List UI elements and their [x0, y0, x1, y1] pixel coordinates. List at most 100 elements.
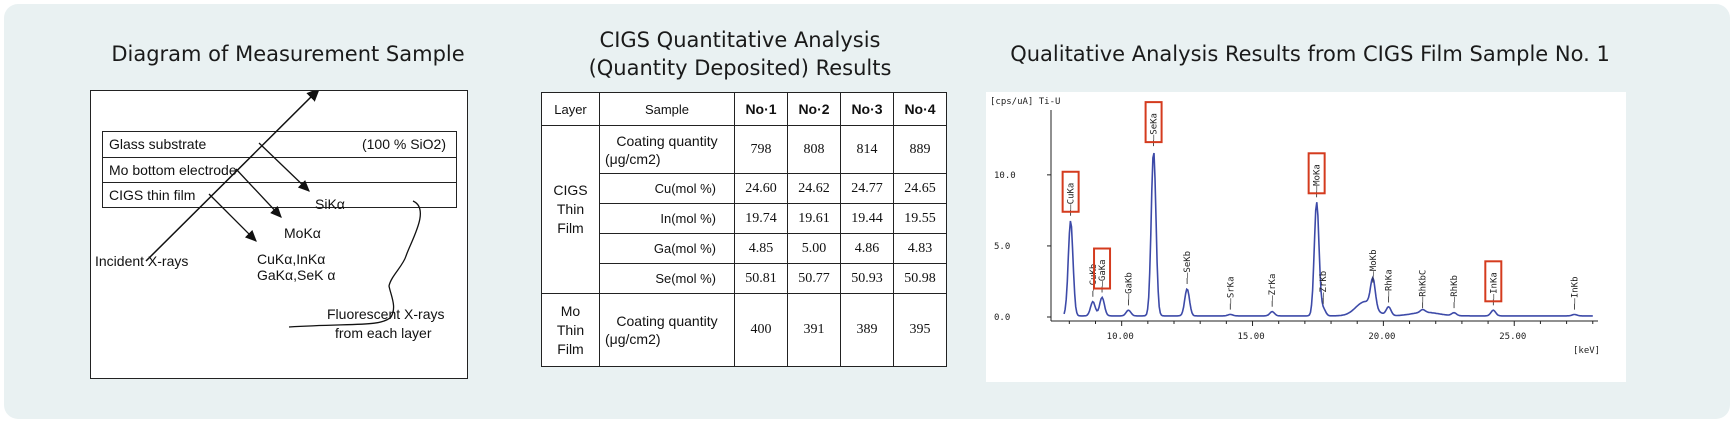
cell-value: 24.62: [787, 173, 841, 204]
header-layer: Layer: [541, 92, 600, 126]
sika-label: SiKα: [315, 196, 345, 212]
cell-value: 395: [893, 293, 947, 367]
peak-label: —MoKb: [1369, 249, 1379, 276]
row-label: In(mol %): [599, 203, 735, 234]
mo-layer-cell: Mo Thin Film: [541, 293, 600, 367]
cell-value: 400: [734, 293, 788, 367]
glass-substrate-note: (100 % SiO2): [361, 136, 446, 152]
x-tick-label: 10.00: [1107, 332, 1134, 342]
header-no2: No·2: [787, 92, 841, 126]
row-label: Se(mol %): [599, 263, 735, 294]
peak-label: —GaKa: [1098, 259, 1108, 286]
cuka-label-line1: CuKα,InKα: [257, 251, 326, 267]
diagram-arrows: [145, 91, 421, 328]
row-label: Coating quantity (μg/cm2): [599, 125, 735, 174]
cell-value: 50.77: [787, 263, 841, 294]
cigs-layer-text: Film: [557, 220, 584, 236]
diagram-title: Diagram of Measurement Sample: [111, 42, 465, 66]
cell-value: 391: [787, 293, 841, 367]
y-tick-label: 10.0: [994, 171, 1016, 181]
mo-layer-text: Film: [557, 340, 584, 357]
cell-value: 19.55: [893, 203, 947, 234]
table-row: CIGS Thin Film Coating quantity (μg/cm2)…: [541, 125, 947, 294]
cell-value: 389: [840, 293, 894, 367]
y-axis-label: [cps/uA] Ti-U: [990, 97, 1060, 107]
measurement-sample-diagram: Glass substrate (100 % SiO2) Mo bottom e…: [90, 90, 468, 379]
peak-label: —RhKa: [1385, 269, 1395, 296]
cell-value: 19.44: [840, 203, 894, 234]
peak-label: —RhKbC: [1419, 270, 1429, 303]
mo-layer-text: Mo: [560, 302, 581, 319]
cell-value: 24.65: [893, 173, 947, 204]
cell-value: 814: [840, 125, 894, 174]
header-no3: No·3: [840, 92, 894, 126]
y-tick-label: 5.0: [994, 242, 1010, 252]
peak-highlight-box: [1484, 260, 1503, 303]
table-title-line2: (Quantity Deposited) Results: [588, 56, 892, 80]
peak-label: —CuKa: [1067, 183, 1077, 210]
cell-value: 19.74: [734, 203, 788, 234]
moka-arrow: [235, 168, 282, 218]
cell-value: 4.85: [734, 233, 788, 264]
table-row: Mo Thin Film Coating quantity (μg/cm2) 4…: [541, 293, 947, 367]
peak-label: —MoKa: [1313, 164, 1323, 191]
spectrum-svg: [cps/uA] Ti-U [keV] 0.0 5.0 10.0 10.00 15.00 20…: [990, 97, 1600, 356]
fluorescent-label-line1: Fluorescent X-rays: [327, 306, 445, 322]
cell-value: 50.98: [893, 263, 947, 294]
cigs-film-layer: CIGS thin film: [102, 182, 457, 208]
row-label: Cu(mol %): [599, 173, 735, 204]
table-row: Se(mol %) 50.81 50.77 50.93 50.98: [542, 263, 947, 294]
x-axis-label: [keV]: [1573, 346, 1600, 356]
cigs-layer-text: CIGS: [553, 182, 588, 198]
peak-highlight-box: [1144, 101, 1163, 144]
cuka-label-line2: GaKα,SeK α: [257, 267, 336, 283]
quantitative-results-table: Layer Sample No·1 No·2 No·3 No·4 CIGS Th…: [541, 92, 947, 367]
table-row: Cu(mol %) 24.60 24.62 24.77 24.65: [542, 173, 947, 204]
cuka-arrow: [208, 193, 257, 242]
x-tick-label: 20.00: [1368, 332, 1395, 342]
table-row: Ga(mol %) 4.85 5.00 4.86 4.83: [542, 233, 947, 264]
row-label: Coating quantity (μg/cm2): [599, 293, 735, 367]
peak-label: —RhKb: [1450, 275, 1460, 302]
table-row: In(mol %) 19.74 19.61 19.44 19.55: [542, 203, 947, 234]
glass-substrate-label: Glass substrate: [109, 136, 207, 152]
peak-highlight-box: [1307, 152, 1326, 195]
peak-highlight-box: [1093, 247, 1112, 290]
peak-label: —InKb: [1570, 276, 1580, 303]
cell-value: 19.61: [787, 203, 841, 234]
glass-substrate-layer: Glass substrate (100 % SiO2): [102, 131, 457, 158]
sika-arrow: [258, 142, 310, 192]
cell-value: 5.00: [787, 233, 841, 264]
table-title-line1: CIGS Quantitative Analysis: [599, 28, 881, 52]
moka-label: MoKα: [284, 225, 321, 241]
peak-label: —SeKb: [1183, 251, 1193, 278]
row-label: Ga(mol %): [599, 233, 735, 264]
fluorescent-label-line2: from each layer: [335, 325, 432, 341]
row-label-line1: Coating quantity: [616, 132, 718, 149]
cigs-layer-cell: CIGS Thin Film: [541, 125, 600, 294]
spectrum-line: [1063, 152, 1593, 317]
fluorescent-brace: [288, 200, 421, 328]
cell-value: 4.86: [840, 233, 894, 264]
y-tick-label: 0.0: [994, 313, 1010, 323]
row-label-line2: (μg/cm2): [605, 150, 661, 167]
peak-label: —SrKa: [1226, 276, 1236, 303]
cell-value: 808: [787, 125, 841, 174]
chart-title: Qualitative Analysis Results from CIGS F…: [1010, 42, 1610, 66]
x-tick-label: 15.00: [1238, 332, 1265, 342]
cell-value: 798: [734, 125, 788, 174]
header-no4: No·4: [893, 92, 947, 126]
peak-label: —ZrKb: [1319, 271, 1329, 298]
cell-value: 889: [893, 125, 947, 174]
incident-ray-arrow: [145, 91, 321, 262]
peak-label: —ZrKa: [1268, 274, 1278, 301]
header-sample: Sample: [599, 92, 735, 126]
row-label-line2: (μg/cm2): [605, 331, 661, 347]
cell-value: 4.83: [893, 233, 947, 264]
mo-layer-text: Thin: [556, 321, 585, 338]
cell-value: 24.60: [734, 173, 788, 204]
peak-highlight-box: [1061, 170, 1080, 213]
cell-value: 24.77: [840, 173, 894, 204]
peak-label: —InKa: [1489, 272, 1499, 299]
cigs-layer-text: Thin: [556, 201, 585, 217]
